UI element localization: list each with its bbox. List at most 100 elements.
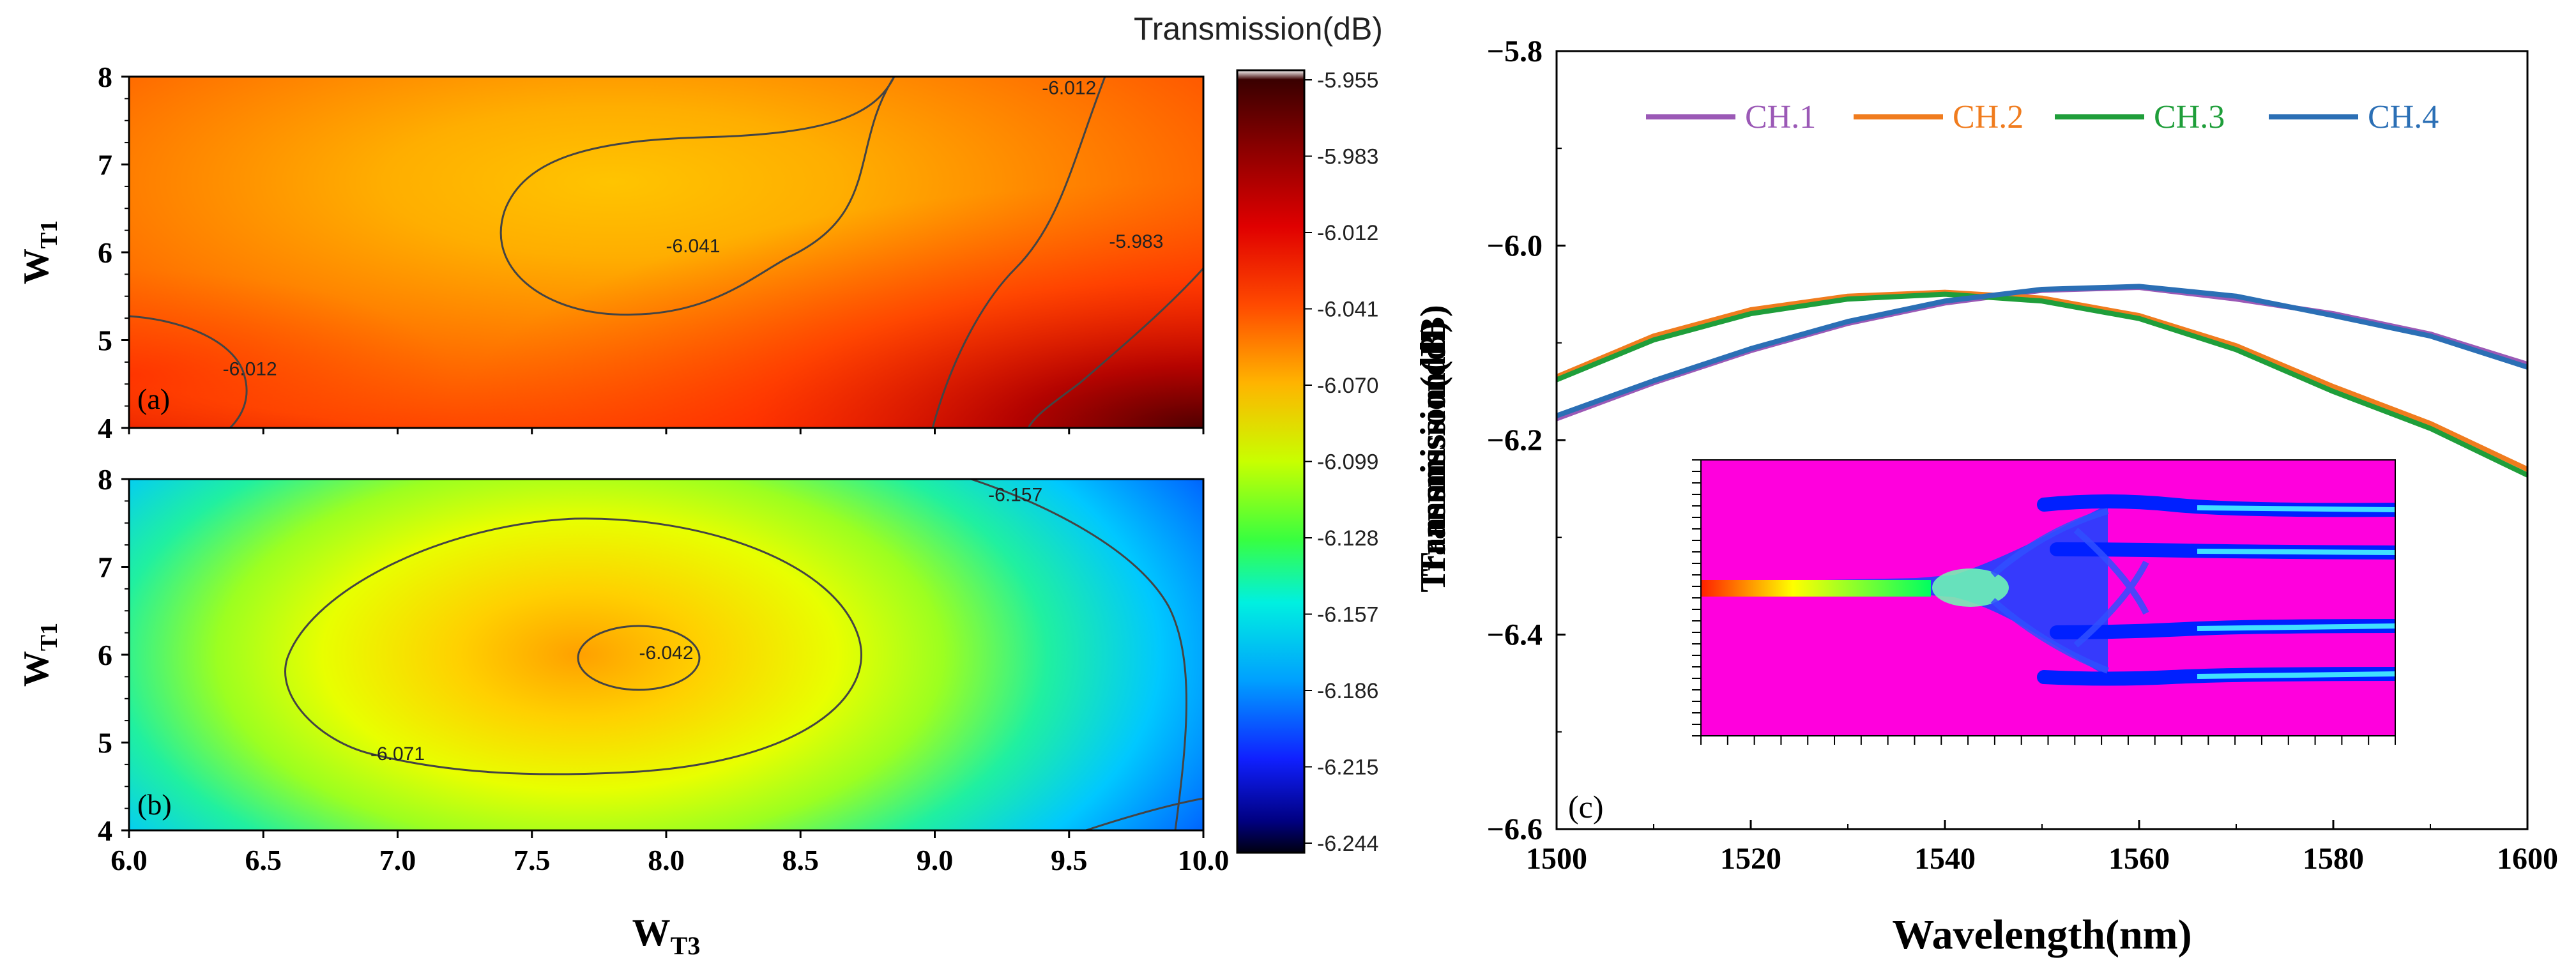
contour-label: -6.012 [1042,78,1096,99]
contour-a-right [931,77,1106,428]
y-axis-label-b: WT1 [17,623,63,687]
x-tick-label: 1540 [1914,842,1976,876]
contour-label: -6.157 [988,484,1042,505]
y-tick-label: 7 [98,551,112,584]
legend-entry: CH.2 [1953,99,2023,135]
y-axis-label-a: WT1 [17,220,63,284]
colorbar-tick-label: -6.244 [1317,832,1378,856]
panel-a: -6.012 -6.041 -5.983 -6.012 (a) 4 5 6 7 8 WT1 [17,61,1205,445]
inset-mmi-ray-2 [1990,598,2109,674]
panel-label-c: (c) [1568,789,1604,825]
inset-core-4 [2197,671,2395,679]
x-tick-label: 1600 [2497,842,2558,876]
series-line [1557,284,2527,418]
contour-label: -6.042 [639,643,693,664]
inset-mmi-ray-1 [1990,508,2109,577]
inset-mmi-ray-4 [2073,560,2149,648]
y-tick-label: 4 [98,412,112,445]
x-tick-label: 7.0 [379,844,416,876]
y-axis-label-b-sub: T1 [36,623,63,651]
colorbar-tick-label: -6.128 [1317,526,1378,551]
x-tick-label: 8.5 [782,844,819,876]
x-tick-label: 8.0 [648,844,685,876]
colorbar-title: Transmission(dB) [1134,11,1383,47]
contour-a-center [499,77,896,316]
x-tick-label: 1520 [1720,842,1781,876]
legend: CH.1 CH.2 CH.3 CH.4 [1646,99,2439,135]
y-ticks-b: 4 5 6 7 8 [98,463,129,847]
inset-core-3 [2197,623,2395,631]
y-axis-label-c: Transmission(dB) [1414,305,1453,576]
series-line [1557,285,2527,422]
y-tick-label: −6.6 [1487,812,1543,846]
series-line [1557,291,2527,478]
legend-entry: CH.3 [2154,99,2225,135]
y-ticks-c: −5.8 −6.0 −6.2 −6.4 −6.6 [1487,34,1566,846]
colorbar-tick-label: -6.012 [1317,221,1378,245]
y-minor-ticks-a [125,76,129,429]
colorbar-tick-label: -6.186 [1317,679,1378,703]
y-minor-ticks-b [125,478,129,831]
heatmap-a-left-region [129,77,1203,428]
inset-core-1 [2197,505,2395,512]
inset-ticks [1692,459,2396,745]
x-tick-label: 7.5 [514,844,551,876]
y-ticks-a: 4 5 6 7 8 [98,61,129,445]
contour-labels-a: -6.012 -6.041 -5.983 -6.012 [223,78,1164,380]
x-ticks-b: 6.0 6.5 7.0 7.5 8.0 8.5 9.0 9.5 10.0 [111,428,1229,876]
x-tick-label: 9.0 [917,844,954,876]
y-tick-label: 6 [98,236,112,269]
legend-entry: CH.1 [1745,99,1816,135]
x-tick-label: 6.5 [245,844,282,876]
inset-mmi-ray-3 [2073,528,2149,615]
panel-label-a: (a) [137,383,170,415]
y-tick-label: −6.0 [1487,229,1543,263]
colorbar-tick-label: -6.070 [1317,374,1378,398]
contour-label: -6.071 [370,743,425,765]
y-tick-label: 6 [98,639,112,671]
y-tick-label: 7 [98,149,112,181]
panel-b: -6.157 -6.042 -6.071 (b) 4 5 6 7 8 6.0 6.5 7.0 7.… [17,428,1229,960]
y-axis-label-a-sub: T1 [36,220,63,248]
colorbar-tick-label: -6.215 [1317,756,1378,780]
y-tick-label: 4 [98,814,112,847]
x-tick-label: 6.0 [111,844,148,876]
colorbar-gradient [1236,69,1306,854]
heatmap-b-fill [129,479,1203,830]
y-axis-label-a-main: W [17,248,56,284]
x-tick-label: 1580 [2303,842,2364,876]
colorbar-ticks: -5.955 -5.983 -6.012 -6.041 -6.070 -6.099 -6.1… [1304,68,1378,856]
y-tick-label: 8 [98,463,112,496]
inset-beam-spread [1932,568,2009,607]
x-tick-label: 10.0 [1178,844,1230,876]
contour-a-left [129,315,248,428]
series-line [1557,289,2527,472]
y-tick-label: −6.2 [1487,423,1543,457]
inset-core-2 [2197,549,2395,555]
contour-label: -6.012 [223,359,277,380]
inset-input-beam [1701,580,1931,597]
y-tick-label: 5 [98,324,112,357]
contour-label: -6.041 [666,236,720,257]
colorbar-tick-label: -6.157 [1317,603,1378,627]
legend-entry: CH.4 [2368,99,2439,135]
colorbar-tick-label: -6.099 [1317,450,1378,475]
contour-b-corner [1085,797,1203,830]
contour-a-far-right [1027,267,1203,428]
panel-label-b: (b) [137,788,172,821]
x-axis-label-b-main: W [632,911,671,954]
colorbar-side-label: Transmission(dB) [1414,321,1453,592]
contour-b-inner [577,625,701,691]
y-tick-label: −5.8 [1487,34,1543,68]
contour-b-middle [284,517,862,775]
series-lines [1557,284,2527,478]
panel-c: −5.8 −6.0 −6.2 −6.4 −6.6 1500 1520 1540 1560 158… [1414,34,2558,958]
y-tick-label: 5 [98,727,112,759]
colorbar-tick-label: -6.041 [1317,298,1378,322]
y-tick-label: −6.4 [1487,618,1543,652]
contour-label: -5.983 [1109,231,1163,252]
x-ticks-c: 1500 1520 1540 1560 1580 1600 [1526,820,2558,876]
colorbar-tick-label: -5.955 [1317,68,1378,93]
colorbar-tick-label: -5.983 [1317,145,1378,169]
